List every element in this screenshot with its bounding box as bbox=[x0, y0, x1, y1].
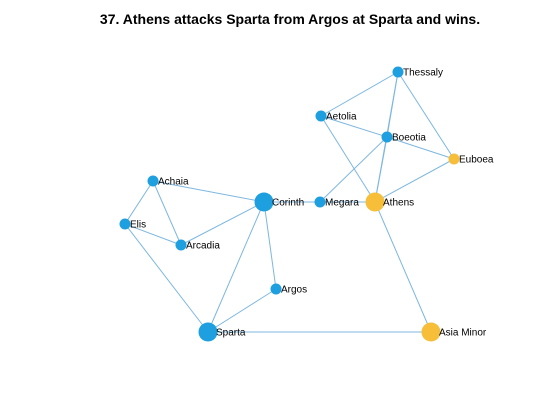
node-megara: Megara bbox=[314, 196, 359, 209]
edge-achaia-corinth bbox=[152, 180, 265, 203]
node-label-megara: Megara bbox=[325, 198, 359, 209]
node-boeotia: Boeotia bbox=[381, 131, 426, 144]
edge-aetolia-athens bbox=[320, 115, 376, 203]
node-marker-aetolia bbox=[315, 110, 327, 122]
edge-boeotia-athens bbox=[374, 136, 388, 203]
node-elis: Elis bbox=[119, 218, 146, 231]
node-marker-euboea bbox=[448, 153, 460, 165]
node-label-argos: Argos bbox=[281, 285, 307, 296]
edge-athens-asia-minor bbox=[374, 201, 432, 333]
node-marker-asia-minor bbox=[421, 322, 441, 342]
node-label-sparta: Sparta bbox=[216, 328, 246, 339]
edge-achaia-arcadia bbox=[152, 180, 182, 246]
node-aetolia: Aetolia bbox=[315, 110, 357, 123]
node-sparta: Sparta bbox=[198, 322, 246, 342]
node-argos: Argos bbox=[270, 283, 307, 296]
diagram-title: 37. Athens attacks Sparta from Argos at … bbox=[100, 11, 480, 27]
node-label-boeotia: Boeotia bbox=[392, 133, 426, 144]
edge-corinth-argos bbox=[263, 201, 277, 290]
edge-euboea-athens bbox=[374, 158, 455, 203]
node-label-elis: Elis bbox=[130, 220, 146, 231]
node-asia-minor: Asia Minor bbox=[421, 322, 487, 342]
edge-elis-sparta bbox=[124, 223, 209, 333]
node-label-arcadia: Arcadia bbox=[186, 241, 220, 252]
node-thessaly: Thessaly bbox=[392, 66, 443, 79]
node-marker-argos bbox=[270, 283, 282, 295]
edge-thessaly-euboea bbox=[397, 71, 455, 160]
edge-argos-sparta bbox=[207, 288, 277, 333]
edge-corinth-sparta bbox=[207, 201, 265, 333]
nodes-layer: Thessaly Aetolia Boeotia Euboea Achaia Corint… bbox=[119, 66, 494, 342]
node-label-athens: Athens bbox=[383, 198, 414, 209]
node-label-achaia: Achaia bbox=[158, 177, 189, 188]
node-marker-thessaly bbox=[392, 66, 404, 78]
edge-arcadia-corinth bbox=[180, 201, 265, 246]
edge-aetolia-boeotia bbox=[320, 115, 388, 138]
edge-boeotia-euboea bbox=[386, 136, 455, 160]
node-marker-megara bbox=[314, 196, 326, 208]
node-label-thessaly: Thessaly bbox=[403, 68, 443, 79]
node-marker-boeotia bbox=[381, 131, 393, 143]
node-achaia: Achaia bbox=[147, 175, 189, 188]
node-arcadia: Arcadia bbox=[175, 239, 220, 252]
node-marker-arcadia bbox=[175, 239, 187, 251]
edge-boeotia-megara bbox=[319, 136, 388, 203]
node-marker-sparta bbox=[198, 322, 218, 342]
node-marker-athens bbox=[365, 192, 385, 212]
node-marker-achaia bbox=[147, 175, 159, 187]
edge-thessaly-aetolia bbox=[320, 71, 399, 117]
node-label-corinth: Corinth bbox=[272, 198, 304, 209]
node-marker-corinth bbox=[254, 192, 274, 212]
edge-achaia-elis bbox=[124, 180, 154, 225]
node-athens: Athens bbox=[365, 192, 414, 212]
edge-elis-arcadia bbox=[124, 223, 182, 246]
node-marker-elis bbox=[119, 218, 131, 230]
node-euboea: Euboea bbox=[448, 153, 494, 166]
node-corinth: Corinth bbox=[254, 192, 304, 212]
node-label-euboea: Euboea bbox=[459, 155, 494, 166]
node-label-asia-minor: Asia Minor bbox=[439, 328, 487, 339]
node-label-aetolia: Aetolia bbox=[326, 112, 357, 123]
